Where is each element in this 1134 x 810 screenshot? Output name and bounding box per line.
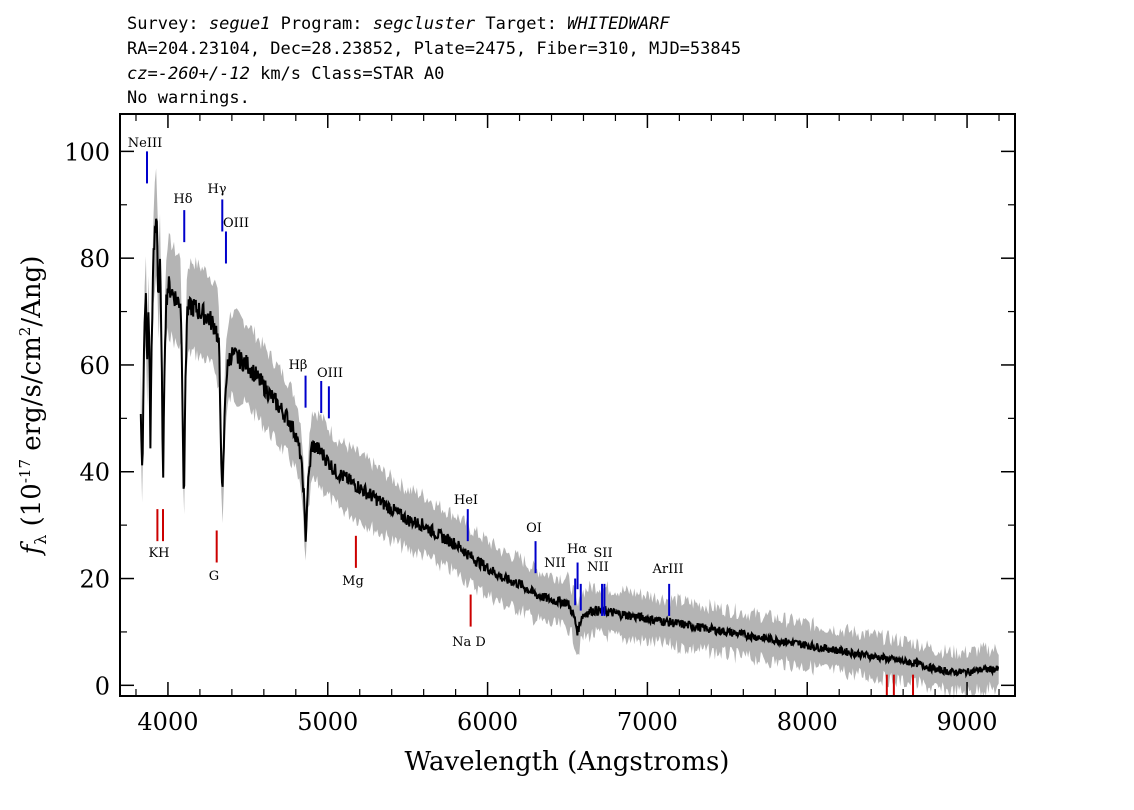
header-line-3: cz=-260+/-12 km/s Class=STAR A0 <box>127 64 444 84</box>
header-line-1: Survey: segue1 Program: segcluster Targe… <box>127 14 670 34</box>
target-value: WHITEDWARF <box>567 14 670 34</box>
label-hbeta: Hβ <box>289 358 308 373</box>
x-tick-label: 5000 <box>297 708 358 736</box>
y-title-open: (10 <box>17 483 47 535</box>
x-axis-title: Wavelength (Angstroms) <box>405 747 730 777</box>
x-tick-label: 9000 <box>937 708 998 736</box>
label-mg: Mg <box>342 574 364 589</box>
y-title-mid: erg/s/cm <box>17 336 47 459</box>
label-ariii: ArIII <box>651 562 683 577</box>
label-g: G <box>209 569 219 584</box>
label-neiii: NeIII <box>128 136 162 151</box>
label-oiii-b: OIII <box>317 366 343 381</box>
cz-value: -260+/-12 <box>158 64 250 84</box>
label-nad: Na D <box>452 635 486 650</box>
label-nii-b: NII <box>587 560 609 575</box>
label-oi: OI <box>526 521 542 536</box>
flux-series <box>139 218 1000 679</box>
y-tick-label: 0 <box>95 672 110 700</box>
survey-label: Survey: <box>127 14 199 34</box>
svg-text:fλ (10-17 erg/s/cm2/Ang): fλ (10-17 erg/s/cm2/Ang) <box>16 256 50 557</box>
line-labels: NeIII Hδ Hγ OIII Hβ OIII HeI OI NII Hα N… <box>128 136 684 650</box>
label-kh: KH <box>148 546 169 561</box>
y-title-exp1: -17 <box>16 459 34 483</box>
label-halpha: Hα <box>567 542 587 557</box>
y-axis-title: fλ (10-17 erg/s/cm2/Ang) <box>16 256 50 557</box>
y-tick-label: 100 <box>64 138 110 166</box>
x-tick-label: 6000 <box>457 708 518 736</box>
error-band-area <box>140 168 999 700</box>
label-hdelta: Hδ <box>173 192 192 207</box>
label-hei: HeI <box>454 493 478 508</box>
label-oiii-a: OIII <box>223 216 249 231</box>
flux-line <box>139 218 1000 679</box>
target-label: Target: <box>485 14 557 34</box>
label-nii-a: NII <box>544 556 566 571</box>
survey-value: segue1 <box>209 14 270 34</box>
y-tick-label: 60 <box>79 352 110 380</box>
program-label: Program: <box>281 14 363 34</box>
y-title-end: /Ang) <box>17 256 47 327</box>
header-line-2: RA=204.23104, Dec=28.23852, Plate=2475, … <box>127 39 741 59</box>
line-markers <box>146 151 915 696</box>
y-title-exp2: 2 <box>16 327 34 337</box>
y-tick-label: 80 <box>79 245 110 273</box>
y-tick-label: 40 <box>79 459 110 487</box>
axis-ticks: 4000 5000 6000 7000 8000 9000 0 20 40 60 80 100 <box>64 114 1015 736</box>
cz-label: cz= <box>127 64 158 84</box>
cz-rest: km/s Class=STAR A0 <box>250 64 444 84</box>
error-band <box>140 168 999 700</box>
y-tick-label: 20 <box>79 566 110 594</box>
x-tick-label: 7000 <box>617 708 678 736</box>
plot-frame <box>119 113 1016 697</box>
x-tick-label: 4000 <box>137 708 198 736</box>
header-line-4: No warnings. <box>127 88 250 108</box>
label-hgamma: Hγ <box>207 182 226 197</box>
y-title-lambda: λ <box>31 535 50 545</box>
x-tick-label: 8000 <box>777 708 838 736</box>
program-value: segcluster <box>373 14 476 34</box>
label-sii: SII <box>593 546 612 561</box>
